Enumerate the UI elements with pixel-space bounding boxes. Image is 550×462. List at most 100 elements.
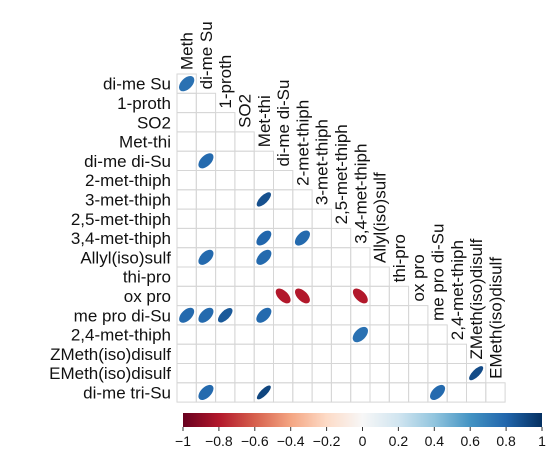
correlation-ellipse <box>179 76 195 92</box>
matrix-cell <box>215 382 236 403</box>
matrix-cell <box>311 266 332 287</box>
correlation-ellipse <box>256 385 271 400</box>
matrix-grid <box>176 73 506 403</box>
correlation-ellipse <box>256 192 271 207</box>
matrix-cell <box>292 305 313 326</box>
matrix-cell <box>195 92 217 114</box>
matrix-cell <box>176 285 197 307</box>
matrix-cell <box>330 343 352 365</box>
matrix-cell <box>176 112 197 133</box>
row-label: 2,5-met-thiph <box>71 210 171 229</box>
row-label: di-me di-Su <box>84 152 171 171</box>
matrix-cell <box>176 247 197 268</box>
matrix-cell <box>234 227 255 249</box>
matrix-cell <box>273 227 294 249</box>
column-label: 2-met-thiph <box>293 100 312 186</box>
matrix-cell <box>195 343 217 365</box>
colorbar-tick-label: −0.2 <box>313 433 341 449</box>
matrix-cell <box>234 208 255 229</box>
correlation-ellipse <box>295 288 310 304</box>
matrix-cell <box>273 208 294 229</box>
matrix-cell <box>176 208 197 229</box>
matrix-cell <box>215 131 236 152</box>
matrix-cell <box>330 363 352 384</box>
matrix-cell <box>369 266 390 287</box>
column-label: ZMeth(iso)disulf <box>467 238 486 359</box>
matrix-cell <box>215 324 236 345</box>
matrix-cell <box>408 363 429 384</box>
matrix-cell <box>388 285 410 307</box>
row-label: 1-proth <box>117 94 171 113</box>
matrix-cell <box>369 343 390 365</box>
matrix-cell <box>292 208 313 229</box>
matrix-cell <box>388 363 410 384</box>
matrix-cell <box>369 382 390 403</box>
column-label: me pro di-Su <box>429 224 448 321</box>
matrix-cell <box>234 189 255 210</box>
correlation-ellipse <box>275 288 291 304</box>
matrix-cell <box>311 227 332 249</box>
row-label: 2-met-thiph <box>85 171 171 190</box>
matrix-cell <box>427 343 448 365</box>
matrix-cell <box>195 131 217 152</box>
correlation-ellipse <box>256 307 272 323</box>
colorbar-tick-label: −0.4 <box>277 433 305 449</box>
matrix-cell <box>330 382 352 403</box>
matrix-cell <box>176 131 197 152</box>
matrix-cell <box>234 266 255 287</box>
row-label: Met-thi <box>119 133 171 152</box>
matrix-cell <box>253 208 274 229</box>
correlation-ellipse <box>198 153 214 169</box>
matrix-cell <box>311 305 332 326</box>
matrix-cell <box>292 266 313 287</box>
column-label: Met-thi <box>255 95 274 147</box>
matrix-cell <box>176 227 197 249</box>
row-label: me pro di-Su <box>74 306 171 325</box>
matrix-cell <box>388 305 410 326</box>
matrix-cell <box>273 170 294 191</box>
correlation-ellipse <box>352 288 368 304</box>
matrix-cell <box>195 324 217 345</box>
matrix-cell <box>215 170 236 191</box>
row-label: di-me Su <box>103 75 171 94</box>
matrix-cell <box>234 170 255 191</box>
colorbar-tick-label: −0.8 <box>205 433 233 449</box>
column-label: 3,4-met-thiph <box>351 144 370 244</box>
matrix-cell <box>311 324 332 345</box>
matrix-cell <box>369 285 390 307</box>
matrix-cell <box>408 324 429 345</box>
matrix-cell <box>388 324 410 345</box>
colorbar-tick-label: 0.8 <box>496 433 516 449</box>
correlation-ellipse <box>256 230 272 246</box>
matrix-cell <box>253 363 274 384</box>
matrix-cell <box>292 247 313 268</box>
colorbar-ticks: −1 −0.8 −0.6 −0.4 −0.2 0 0.2 0.4 0.6 0.8 1 <box>175 427 546 449</box>
matrix-cell <box>215 208 236 229</box>
matrix-cell <box>427 363 448 384</box>
correlation-ellipse <box>352 326 368 343</box>
matrix-cell <box>253 170 274 191</box>
matrix-cell <box>195 363 217 384</box>
matrix-cell <box>176 343 197 365</box>
column-label: di-me di-Su <box>274 80 293 167</box>
matrix-cell <box>273 305 294 326</box>
row-label: ox pro <box>124 287 171 306</box>
matrix-cell <box>311 382 332 403</box>
matrix-cell <box>350 266 371 287</box>
matrix-cell <box>311 285 332 307</box>
matrix-cell <box>234 305 255 326</box>
matrix-cell <box>195 170 217 191</box>
matrix-cell <box>234 363 255 384</box>
column-label: 2,4-met-thiph <box>448 240 467 340</box>
matrix-cell <box>215 227 236 249</box>
matrix-cell <box>466 382 487 403</box>
correlation-ellipse <box>256 249 272 265</box>
matrix-cell <box>253 285 274 307</box>
matrix-cell <box>195 285 217 307</box>
colorbar-tick-label: 0.6 <box>460 433 480 449</box>
matrix-cell <box>195 112 217 133</box>
colorbar-tick-label: 0 <box>359 433 367 449</box>
matrix-cell <box>292 363 313 384</box>
correlation-ellipse <box>198 307 214 323</box>
column-label: ox pro <box>409 254 428 301</box>
